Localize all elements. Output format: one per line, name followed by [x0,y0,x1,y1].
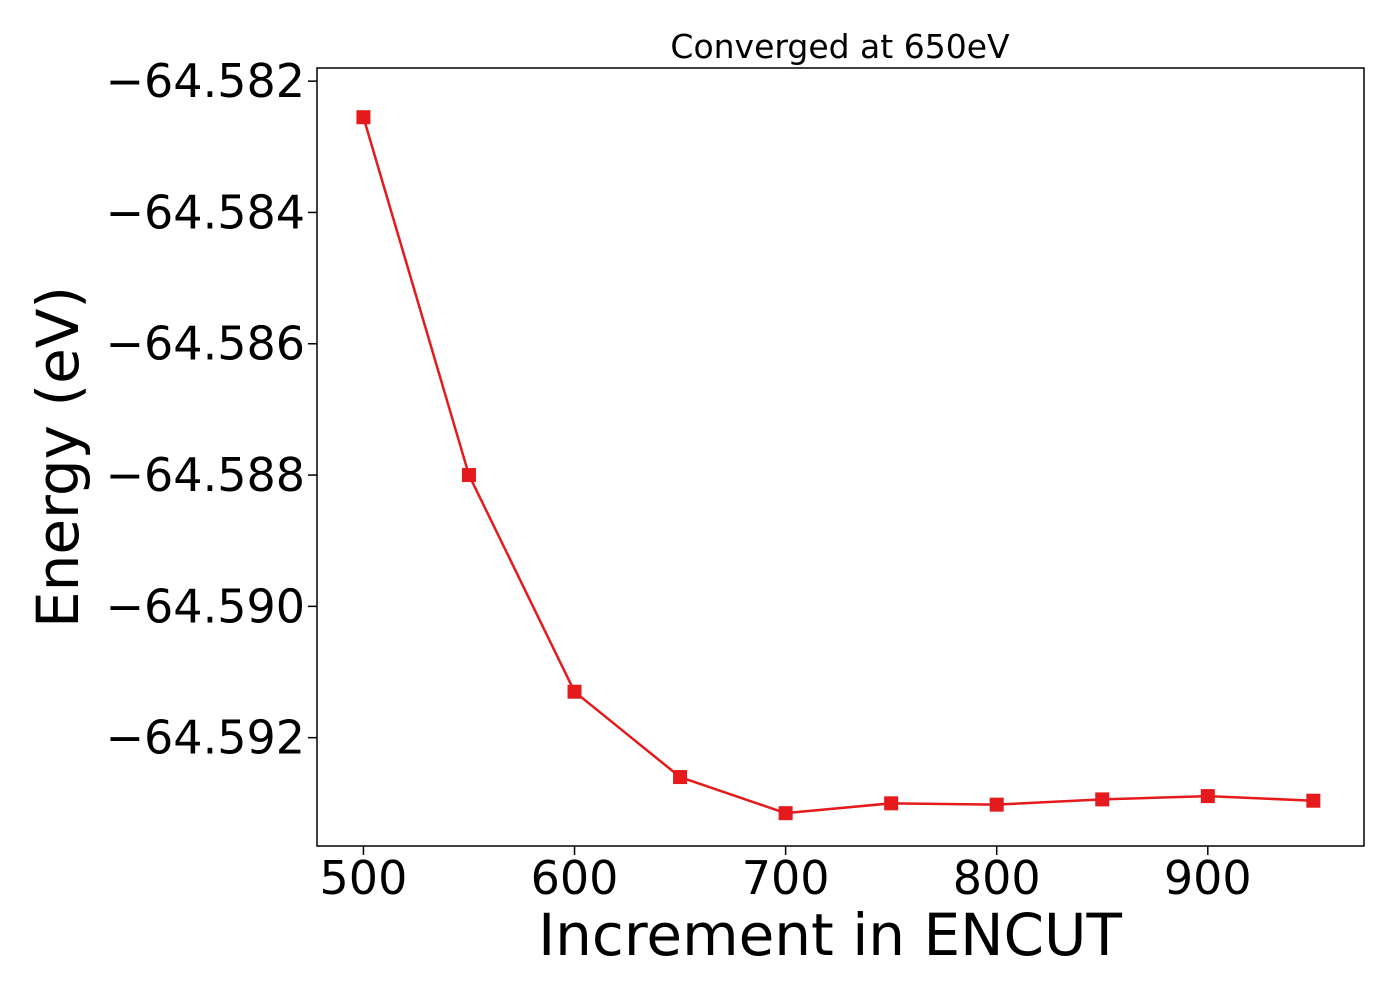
data-point [461,468,476,483]
data-point [356,110,371,125]
series-line [362,116,1314,815]
data-point [884,796,899,811]
plot-area: 500 600 700 800 900 −64.582−64.584−64.586−64… [106,54,1365,905]
series-layer [356,110,1321,821]
y-axis-label: Energy (eV) [24,286,92,628]
x-axis-ticks: 500 600 700 800 900 [320,846,1252,905]
y-tick-label: −64.584 [106,185,306,239]
x-tick-label: 800 [953,851,1041,905]
y-tick-label: −64.590 [106,579,306,633]
data-point [1306,793,1321,808]
y-tick-label: −64.586 [106,317,306,371]
data-point [778,806,793,821]
y-tick-label: −64.588 [106,448,306,502]
x-tick-label: 700 [742,851,830,905]
y-axis-ticks: −64.582 −64.584 −64.586 −64.588 −64.590 −64.5… [106,54,317,765]
data-point [567,684,582,699]
data-point [1095,792,1110,807]
x-tick-label: 500 [320,851,408,905]
y-tick-label: −64.592 [106,711,306,765]
x-tick-label: 600 [531,851,619,905]
y-tick-label: −64.582 [106,54,306,108]
data-point [989,797,1004,812]
data-point [673,770,688,785]
x-axis-label: Increment in ENCUT [538,901,1122,969]
plot-frame [316,67,1365,847]
data-point [1200,789,1215,804]
x-tick-label: 900 [1164,851,1252,905]
chart-title: Converged at 650eV [670,27,1010,66]
